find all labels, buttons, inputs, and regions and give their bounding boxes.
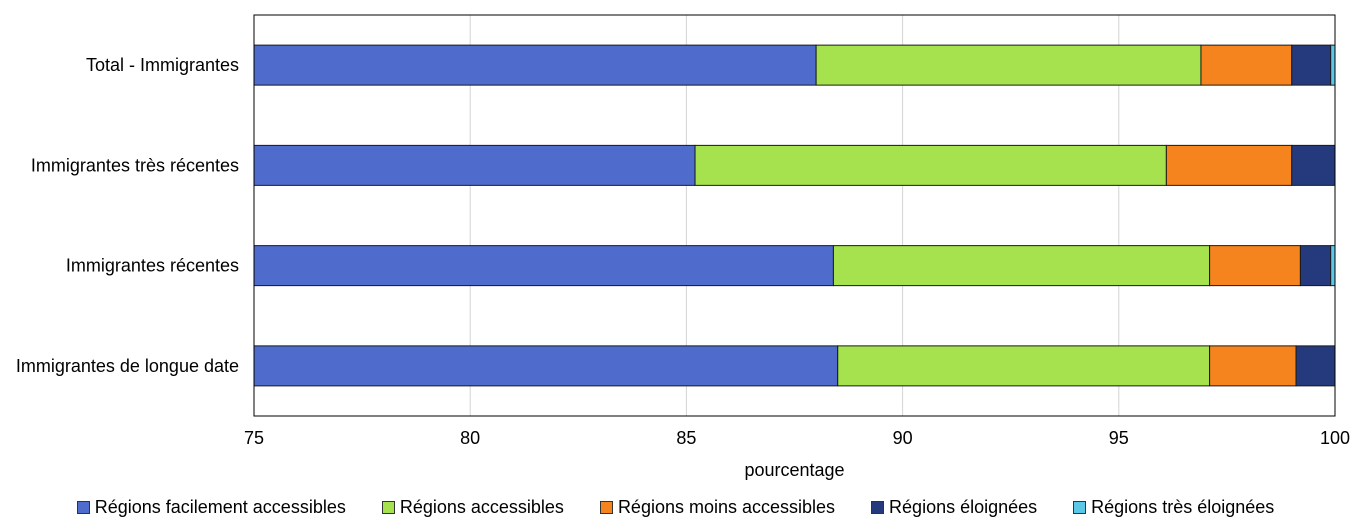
bar-segment [1330, 44, 1336, 86]
legend-item: Régions éloignées [871, 497, 1037, 517]
category-label: Immigrantes de longue date [16, 356, 239, 376]
legend-item: Régions très éloignées [1073, 497, 1274, 517]
legend-item: Régions accessibles [381, 496, 564, 517]
legend-label: Régions très éloignées [1091, 496, 1275, 517]
bar-segment [1291, 44, 1332, 86]
legend-swatch [599, 500, 613, 514]
bar-segment [1330, 245, 1336, 287]
legend-swatch [871, 500, 885, 514]
legend: Régions facilement accessibles Régions ac… [0, 497, 1351, 517]
x-tick-label: 80 [460, 428, 480, 448]
x-tick-label: 100 [1320, 428, 1350, 448]
x-axis-label: pourcentage [744, 460, 844, 480]
bar-segment [253, 144, 696, 186]
bar-segment [1291, 144, 1336, 186]
legend-swatch [1073, 500, 1087, 514]
legend-label: Régions moins accessibles [617, 496, 836, 517]
category-label: Total - Immigrantes [86, 55, 239, 75]
legend-swatch [76, 500, 90, 514]
legend-item: Régions moins accessibles [599, 496, 836, 517]
x-tick-labels: 75 80 85 90 95 100 [244, 428, 1350, 448]
bar-segment [832, 245, 1211, 287]
bar-segment [1209, 245, 1301, 287]
bar-segment [694, 144, 1167, 186]
category-label: Immigrantes récentes [66, 256, 239, 276]
x-tick-label: 75 [244, 428, 264, 448]
bar-segment [253, 245, 834, 287]
bar-segment [815, 44, 1202, 86]
bar-segment [1165, 144, 1293, 186]
bar-segment [253, 345, 839, 387]
legend-label: Régions éloignées [889, 496, 1038, 517]
bar-segment [1200, 44, 1293, 86]
plot-area-frame [253, 14, 1336, 417]
bar-segment [837, 345, 1211, 387]
bar-segment [1209, 345, 1297, 387]
x-tick-label: 95 [1109, 428, 1129, 448]
x-tick-label: 90 [893, 428, 913, 448]
x-tick-label: 85 [676, 428, 696, 448]
bar-segment [253, 44, 817, 86]
category-label: Immigrantes très récentes [31, 155, 239, 175]
legend-label: Régions facilement accessibles [94, 496, 346, 517]
bars [253, 44, 1336, 387]
bar-segment [1295, 345, 1336, 387]
category-labels: Total - Immigrantes Immigrantes très réce… [16, 55, 239, 376]
bar-segment [1299, 245, 1332, 287]
legend-swatch [381, 500, 395, 514]
legend-item: Régions facilement accessibles [76, 496, 346, 517]
legend-label: Régions accessibles [399, 496, 564, 517]
